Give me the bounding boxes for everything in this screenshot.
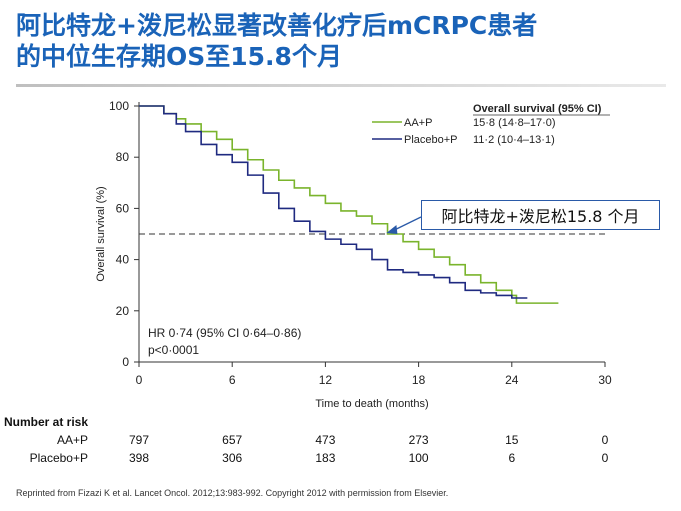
- risk-cell: 797: [128, 433, 150, 447]
- y-axis-label: Overall survival (%): [95, 186, 107, 281]
- citation-footer: Reprinted from Fizazi K et al. Lancet On…: [16, 488, 449, 498]
- risk-cell: 15: [505, 433, 519, 447]
- y-tick-label: 80: [116, 150, 130, 164]
- legend-stat: 11·2 (10·4–13·1): [473, 134, 555, 146]
- risk-cell: 183: [315, 451, 336, 465]
- risk-cell: 657: [222, 433, 243, 447]
- survival-line-placebo-p: [139, 105, 528, 299]
- x-tick-label: 30: [598, 373, 612, 387]
- legend-stat: 15·8 (14·8–17·0): [473, 117, 556, 129]
- y-tick-label: 0: [122, 355, 129, 369]
- median-annotation-box: 阿比特龙+泼尼松15.8 个月: [421, 200, 660, 230]
- risk-cell: 0: [601, 451, 609, 465]
- risk-cell: 398: [128, 451, 150, 465]
- y-tick-label: 60: [116, 201, 130, 215]
- stats-text-2: p<0·0001: [148, 343, 199, 357]
- annotation-arrow-head: [386, 225, 398, 234]
- risk-cell: 6: [508, 451, 516, 465]
- x-tick-label: 18: [412, 373, 426, 387]
- y-tick-label: 20: [116, 304, 130, 318]
- slide-title: 阿比特龙+泼尼松显著改善化疗后mCRPC患者 的中位生存期OS至15.8个月: [16, 10, 666, 72]
- title-divider: [16, 84, 666, 87]
- stats-text-1: HR 0·74 (95% CI 0·64–0·86): [148, 326, 301, 340]
- legend-label: Placebo+P: [404, 134, 458, 146]
- legend-header: Overall survival (95% CI): [473, 103, 602, 115]
- risk-row-label: Placebo+P: [29, 451, 88, 465]
- risk-cell: 0: [601, 433, 609, 447]
- x-axis-label: Time to death (months): [315, 398, 428, 410]
- x-tick-label: 24: [505, 373, 519, 387]
- legend-label: AA+P: [404, 117, 432, 129]
- risk-cell: 100: [408, 451, 429, 465]
- title-line-1: 阿比特龙+泼尼松显著改善化疗后mCRPC患者: [16, 11, 538, 40]
- risk-cell: 473: [315, 433, 336, 447]
- risk-row-label: AA+P: [56, 433, 88, 447]
- risk-table-header: Number at risk: [4, 415, 89, 429]
- title-line-2: 的中位生存期OS至15.8个月: [16, 42, 342, 71]
- y-tick-label: 100: [109, 99, 129, 113]
- risk-cell: 273: [408, 433, 429, 447]
- y-tick-label: 40: [116, 253, 130, 267]
- x-tick-label: 0: [136, 373, 143, 387]
- x-tick-label: 12: [319, 373, 333, 387]
- risk-cell: 306: [222, 451, 243, 465]
- annotation-arrow-line: [394, 216, 422, 231]
- x-tick-label: 6: [229, 373, 236, 387]
